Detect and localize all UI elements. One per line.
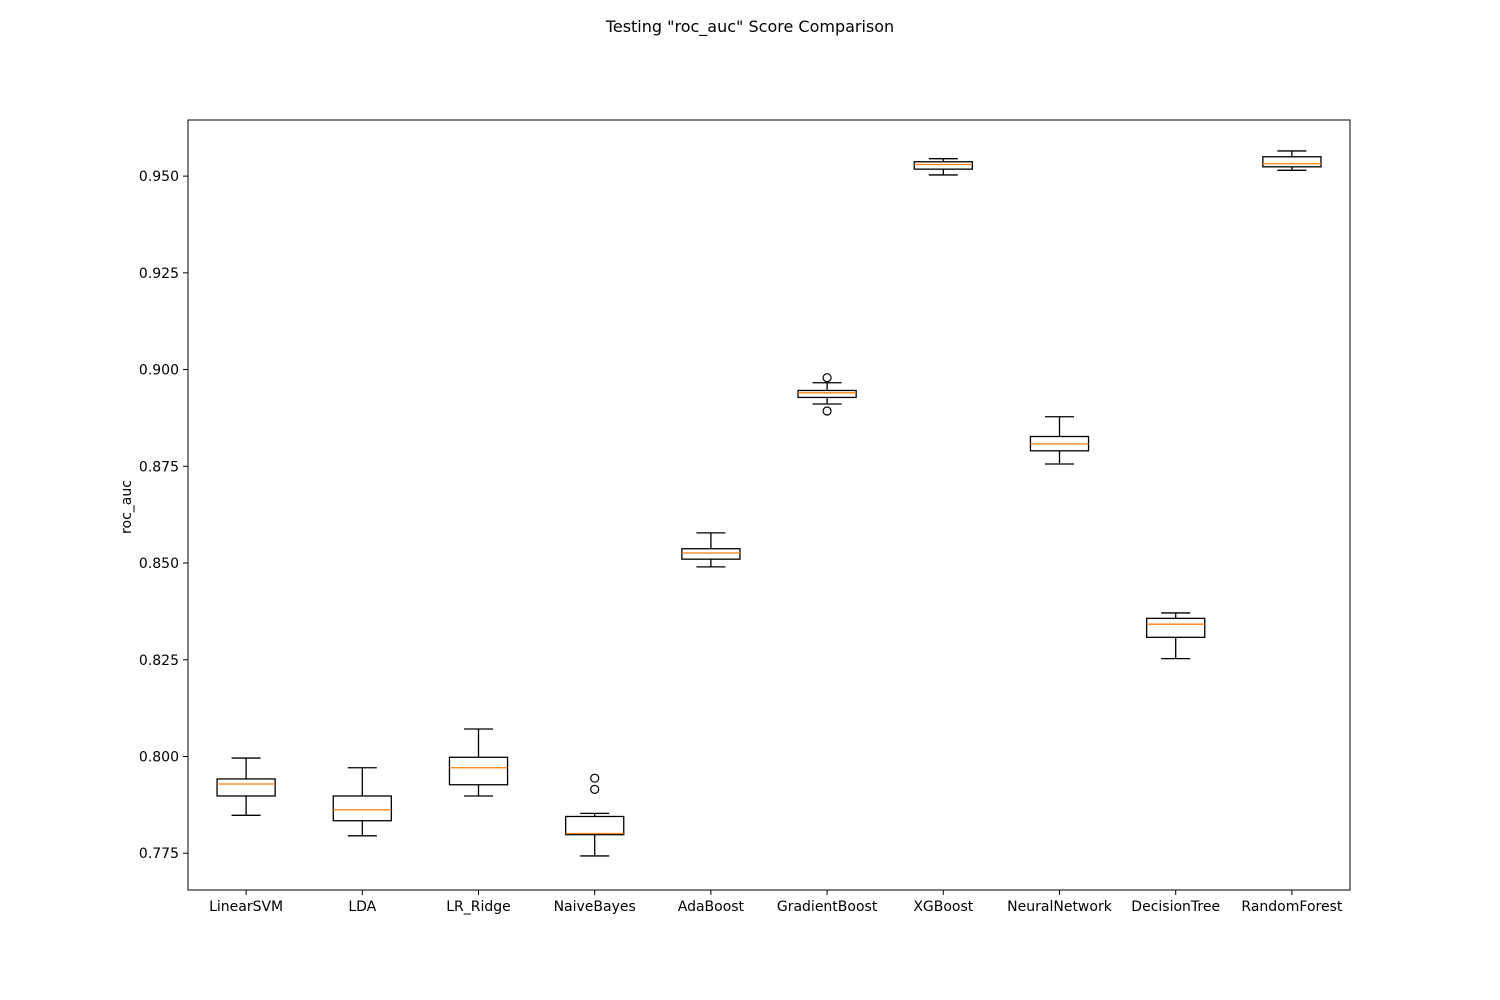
y-tick-label: 0.850 [139, 556, 179, 572]
box-lda [332, 767, 392, 837]
x-tick-label: LR_Ridge [446, 899, 511, 915]
iqr-box [216, 778, 276, 797]
box-randomforest [1262, 150, 1322, 171]
iqr-box [448, 756, 509, 786]
iqr-box [681, 548, 741, 560]
iqr-box [1146, 617, 1206, 638]
box-linearsvm [216, 757, 276, 816]
box-xgboost [913, 158, 973, 176]
y-tick-label: 0.950 [139, 169, 179, 185]
x-tick-label: GradientBoost [777, 899, 878, 915]
outlier-point [822, 406, 832, 416]
outlier-point [590, 784, 600, 794]
y-tick-label: 0.800 [139, 750, 179, 766]
box-lr_ridge [448, 728, 509, 797]
iqr-box [565, 815, 625, 836]
box-gradientboost [797, 373, 857, 416]
y-tick-label: 0.775 [139, 846, 179, 862]
outlier-point [590, 773, 600, 783]
y-tick-label: 0.875 [139, 459, 179, 475]
y-tick-label: 0.925 [139, 266, 179, 282]
x-tick-label: RandomForest [1241, 899, 1342, 915]
iqr-box [1262, 156, 1322, 168]
box-neuralnetwork [1029, 416, 1090, 465]
x-tick-label: LDA [348, 899, 376, 915]
x-tick-label: XGBoost [913, 899, 973, 915]
axes-frame [187, 119, 1351, 891]
x-tick-label: NeuralNetwork [1007, 899, 1113, 915]
chart-title: Testing "roc_auc" Score Comparison [605, 17, 894, 37]
x-tick-label: NaiveBayes [554, 899, 636, 915]
y-tick-label: 0.825 [139, 653, 179, 669]
outlier-point [822, 373, 832, 383]
y-tick-label: 0.900 [139, 363, 179, 379]
x-tick-label: DecisionTree [1131, 899, 1220, 915]
iqr-box [913, 161, 973, 170]
box-decisiontree [1146, 612, 1206, 660]
x-tick-label: AdaBoost [678, 899, 745, 915]
box-naivebayes [565, 773, 625, 857]
box-adaboost [681, 532, 741, 568]
iqr-box [797, 389, 857, 399]
y-axis-label: roc_auc [119, 480, 135, 534]
iqr-box [332, 795, 392, 822]
x-tick-label: LinearSVM [209, 899, 283, 915]
plot-area [216, 150, 1322, 857]
